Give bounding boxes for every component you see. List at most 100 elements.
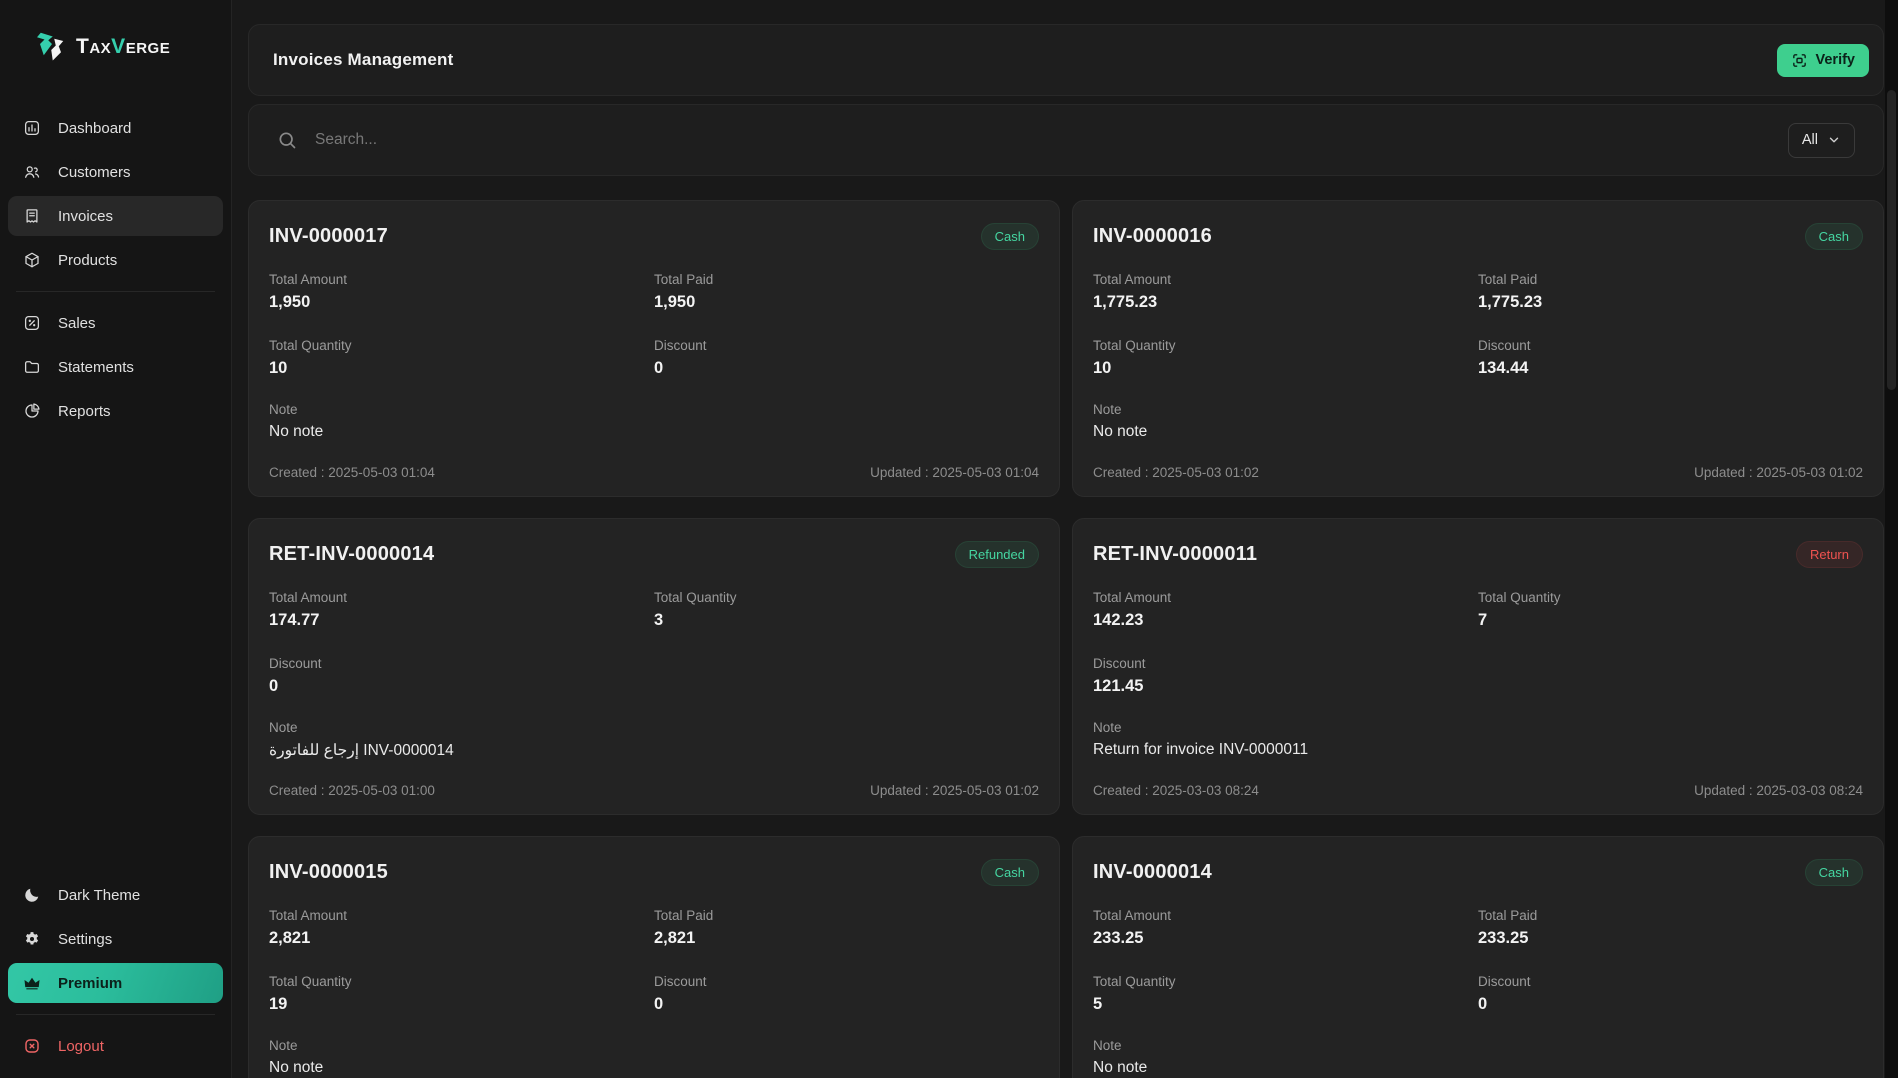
sidebar-item-logout[interactable]: Logout bbox=[8, 1026, 223, 1066]
invoice-field: Total Amount 142.23 bbox=[1093, 590, 1478, 630]
invoice-number: RET-INV-0000014 bbox=[269, 543, 435, 565]
sidebar-item-settings[interactable]: Settings bbox=[8, 919, 223, 959]
sales-icon bbox=[23, 314, 41, 332]
sidebar-footer: Dark Theme Settings Premium Logout bbox=[8, 873, 223, 1068]
field-value: 1,950 bbox=[269, 293, 311, 311]
field-value: 5 bbox=[1093, 995, 1103, 1013]
updated-at: Updated : 2025-03-03 08:24 bbox=[1694, 783, 1863, 798]
scrollbar[interactable] bbox=[1885, 0, 1898, 1078]
page-title: Invoices Management bbox=[273, 50, 454, 69]
scan-icon bbox=[1791, 52, 1808, 69]
sidebar-item-premium[interactable]: Premium bbox=[8, 963, 223, 1003]
sidebar-item-label: Dashboard bbox=[58, 119, 132, 137]
field-value: 174.77 bbox=[269, 611, 320, 629]
field-label: Total Quantity bbox=[1093, 974, 1176, 989]
field-label: Total Amount bbox=[1093, 590, 1172, 605]
note-block: Note إرجاع للفاتورة INV-0000014 bbox=[269, 720, 1039, 760]
invoice-field: Total Quantity 5 bbox=[1093, 974, 1478, 1014]
invoice-field: Total Amount 2,821 bbox=[269, 908, 654, 948]
sidebar: TaxVerge Dashboard Customers Invoices Pr… bbox=[0, 0, 232, 1078]
moon-icon bbox=[23, 886, 41, 904]
chevron-down-icon bbox=[1827, 133, 1841, 147]
updated-at: Updated : 2025-05-03 01:04 bbox=[870, 465, 1039, 480]
invoice-field: Total Paid 2,821 bbox=[654, 908, 1039, 948]
card-footer: Created : 2025-03-03 08:24 Updated : 202… bbox=[1093, 783, 1863, 798]
sidebar-item-label: Dark Theme bbox=[58, 886, 141, 904]
sidebar-item-customers[interactable]: Customers bbox=[8, 152, 223, 192]
sidebar-divider bbox=[16, 1014, 215, 1015]
note-value: No note bbox=[269, 1059, 324, 1076]
invoice-field: Total Amount 1,775.23 bbox=[1093, 272, 1478, 312]
logo: TaxVerge bbox=[8, 0, 223, 88]
invoices-icon bbox=[23, 207, 41, 225]
field-label: Total Paid bbox=[654, 272, 714, 287]
invoice-fields: Total Amount 174.77 Total Quantity 3 Discoun… bbox=[269, 590, 1039, 696]
sidebar-item-label: Premium bbox=[58, 974, 123, 992]
field-label: Total Paid bbox=[654, 908, 714, 923]
field-value: 142.23 bbox=[1093, 611, 1144, 629]
invoice-card[interactable]: INV-0000015 Cash Total Amount 2,821 Total … bbox=[248, 836, 1060, 1078]
invoice-fields: Total Amount 2,821 Total Paid 2,821 Total Qu… bbox=[269, 908, 1039, 1014]
reports-icon bbox=[23, 402, 41, 420]
invoice-number: INV-0000017 bbox=[269, 225, 388, 247]
card-footer: Created : 2025-05-03 01:02 Updated : 202… bbox=[1093, 465, 1863, 480]
invoice-fields: Total Amount 233.25 Total Paid 233.25 Total … bbox=[1093, 908, 1863, 1014]
invoice-fields: Total Amount 1,775.23 Total Paid 1,775.23 To… bbox=[1093, 272, 1863, 378]
sidebar-item-dashboard[interactable]: Dashboard bbox=[8, 108, 223, 148]
invoice-card[interactable]: INV-0000014 Cash Total Amount 233.25 Total… bbox=[1072, 836, 1884, 1078]
scrollbar-thumb[interactable] bbox=[1887, 90, 1896, 390]
created-at: Created : 2025-05-03 01:04 bbox=[269, 465, 435, 480]
filter-dropdown[interactable]: All bbox=[1787, 122, 1855, 158]
note-label: Note bbox=[269, 720, 298, 735]
customers-icon bbox=[23, 163, 41, 181]
sidebar-item-label: Invoices bbox=[58, 207, 114, 225]
field-value: 1,950 bbox=[654, 293, 696, 311]
search-input[interactable] bbox=[315, 131, 1770, 149]
card-footer: Created : 2025-05-03 01:04 Updated : 202… bbox=[269, 465, 1039, 480]
status-badge: Cash bbox=[1804, 859, 1863, 886]
verify-button[interactable]: Verify bbox=[1776, 43, 1869, 77]
field-value: 1,775.23 bbox=[1478, 293, 1543, 311]
note-block: Note No note bbox=[269, 1038, 1039, 1077]
invoice-card[interactable]: RET-INV-0000014 Refunded Total Amount 174… bbox=[248, 518, 1060, 815]
field-value: 19 bbox=[269, 995, 288, 1013]
note-label: Note bbox=[1093, 402, 1122, 417]
invoice-field: Total Paid 1,950 bbox=[654, 272, 1039, 312]
invoice-card[interactable]: RET-INV-0000011 Return Total Amount 142.2… bbox=[1072, 518, 1884, 815]
sidebar-item-statements[interactable]: Statements bbox=[8, 347, 223, 387]
note-value: No note bbox=[1093, 1059, 1148, 1076]
invoice-fields: Total Amount 142.23 Total Quantity 7 Discoun… bbox=[1093, 590, 1863, 696]
field-label: Total Paid bbox=[1478, 908, 1538, 923]
search-icon bbox=[277, 130, 297, 150]
sidebar-item-products[interactable]: Products bbox=[8, 240, 223, 280]
updated-at: Updated : 2025-05-03 01:02 bbox=[870, 783, 1039, 798]
invoice-field: Total Amount 1,950 bbox=[269, 272, 654, 312]
sidebar-divider bbox=[16, 291, 215, 292]
field-value: 233.25 bbox=[1093, 929, 1144, 947]
invoice-fields: Total Amount 1,950 Total Paid 1,950 Total Qu… bbox=[269, 272, 1039, 378]
invoice-card[interactable]: INV-0000016 Cash Total Amount 1,775.23 Tot… bbox=[1072, 200, 1884, 497]
sidebar-item-invoices[interactable]: Invoices bbox=[8, 196, 223, 236]
invoice-card[interactable]: INV-0000017 Cash Total Amount 1,950 Total … bbox=[248, 200, 1060, 497]
updated-at: Updated : 2025-05-03 01:02 bbox=[1694, 465, 1863, 480]
status-badge: Cash bbox=[980, 859, 1039, 886]
field-label: Discount bbox=[654, 974, 707, 989]
sidebar-item-sales[interactable]: Sales bbox=[8, 303, 223, 343]
note-block: Note No note bbox=[269, 402, 1039, 441]
invoice-field: Total Quantity 10 bbox=[269, 338, 654, 378]
invoice-field: Total Quantity 3 bbox=[654, 590, 1039, 630]
filter-value: All bbox=[1801, 132, 1818, 148]
field-value: 2,821 bbox=[269, 929, 311, 947]
invoice-field: Total Paid 1,775.23 bbox=[1478, 272, 1863, 312]
invoice-field: Total Quantity 10 bbox=[1093, 338, 1478, 378]
sidebar-menu: Dashboard Customers Invoices Products Sa… bbox=[8, 106, 223, 433]
status-badge: Cash bbox=[980, 223, 1039, 250]
invoice-field: Total Amount 174.77 bbox=[269, 590, 654, 630]
products-icon bbox=[23, 251, 41, 269]
field-value: 10 bbox=[1093, 359, 1112, 377]
sidebar-item-reports[interactable]: Reports bbox=[8, 391, 223, 431]
field-label: Total Quantity bbox=[654, 590, 737, 605]
sidebar-item-dark-theme[interactable]: Dark Theme bbox=[8, 875, 223, 915]
invoice-number: INV-0000015 bbox=[269, 861, 388, 883]
invoice-field: Discount 0 bbox=[1478, 974, 1863, 1014]
